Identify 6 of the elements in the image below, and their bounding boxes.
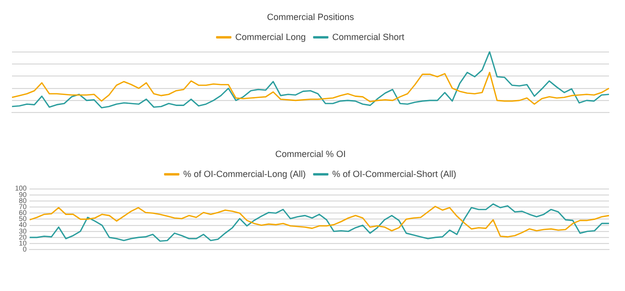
legend-label: % of OI-Commercial-Short (All) [332,168,456,179]
legend-label: % of OI-Commercial-Long (All) [183,168,306,179]
chart-title: Commercial Positions [266,12,355,22]
legend-label: Commercial Short [332,32,405,42]
chart-title: Commercial % OI [275,148,346,159]
legend-label: Commercial Long [235,32,306,42]
